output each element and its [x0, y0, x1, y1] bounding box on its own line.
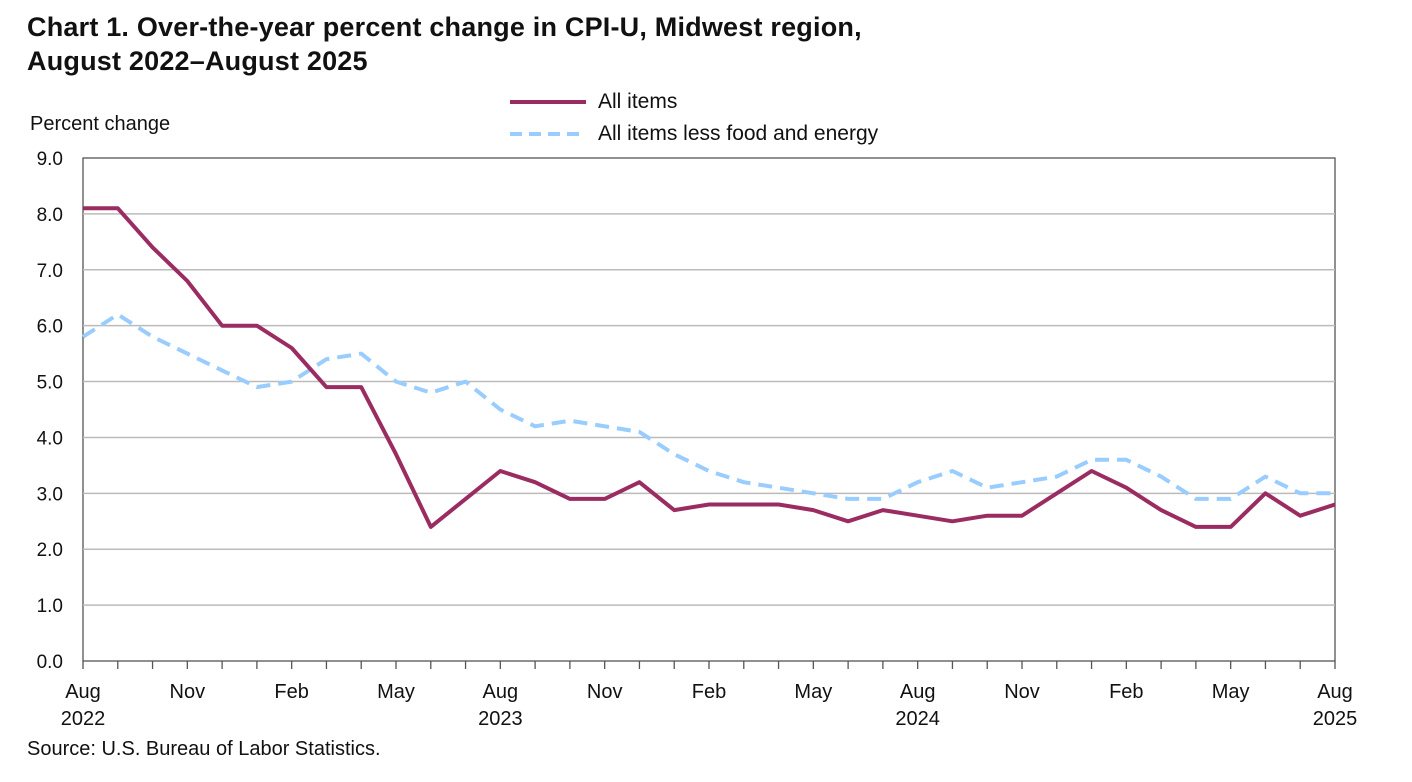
chart-title-line-2: August 2022–August 2025	[27, 46, 368, 76]
chart-title-line-1: Chart 1. Over-the-year percent change in…	[27, 12, 862, 42]
x-tick-label-month: Nov	[1004, 681, 1040, 703]
plot-frame	[82, 157, 1336, 662]
chart-title: Chart 1. Over-the-year percent change in…	[27, 10, 862, 78]
legend-item-all-items: All items	[510, 86, 878, 118]
x-tick-label-month: Aug	[1317, 681, 1353, 703]
x-tick-label-month: May	[377, 681, 415, 703]
x-tick-label-year: 2025	[1313, 708, 1358, 730]
x-tick-label-year: 2022	[61, 708, 106, 730]
y-tick-label: 9.0	[37, 149, 63, 170]
x-tick-label-month: Aug	[65, 681, 101, 703]
legend: All items All items less food and energy	[510, 86, 878, 150]
y-tick-label: 2.0	[37, 540, 63, 561]
x-tick-label-month: May	[794, 681, 832, 703]
x-tick-label-month: May	[1212, 681, 1250, 703]
x-tick-label-month: Feb	[274, 681, 308, 703]
y-tick-label: 8.0	[37, 205, 63, 226]
y-axis-label: Percent change	[30, 113, 171, 135]
legend-label-all-items: All items	[598, 90, 678, 113]
y-tick-label: 5.0	[37, 373, 63, 394]
legend-swatch-solid	[510, 100, 586, 104]
x-tick-label-year: 2023	[478, 708, 523, 730]
source-note: Source: U.S. Bureau of Labor Statistics.	[27, 738, 381, 760]
y-tick-label: 4.0	[37, 428, 63, 449]
y-tick-label: 6.0	[37, 317, 63, 338]
legend-label-core: All items less food and energy	[598, 122, 879, 145]
x-tick-label-month: Nov	[587, 681, 623, 703]
x-tick-label-year: 2024	[895, 708, 940, 730]
y-tick-label: 7.0	[37, 261, 63, 282]
y-tick-label: 0.0	[37, 652, 63, 673]
x-tick-label-month: Feb	[692, 681, 726, 703]
series-line-core	[81, 312, 1335, 501]
x-tick-label-month: Aug	[900, 681, 936, 703]
y-tick-label: 3.0	[37, 484, 63, 505]
x-tick-label-month: Aug	[483, 681, 519, 703]
x-tick-label-month: Nov	[170, 681, 206, 703]
x-tick-label-month: Feb	[1109, 681, 1143, 703]
y-tick-label: 1.0	[37, 596, 63, 617]
series-line-all-items	[83, 206, 1336, 529]
legend-item-core: All items less food and energy	[510, 118, 878, 150]
legend-swatch-dashed	[510, 132, 586, 136]
